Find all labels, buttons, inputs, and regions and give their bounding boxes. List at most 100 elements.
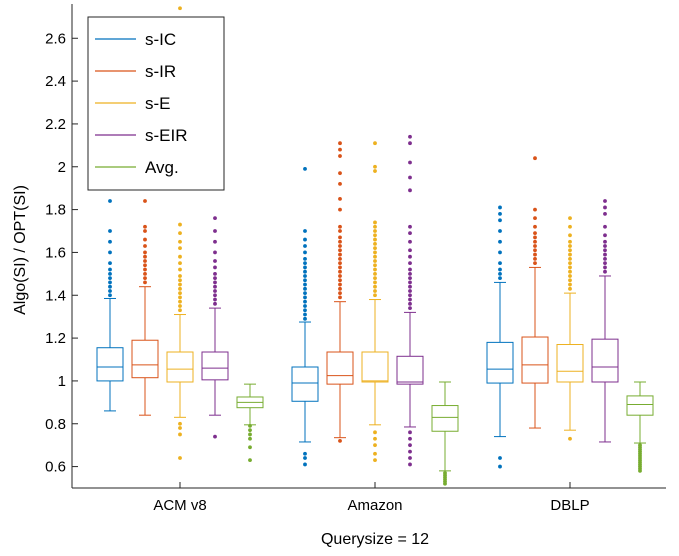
outlier-point [108, 199, 112, 203]
legend-label: s-IR [145, 62, 176, 81]
outlier-point [143, 267, 147, 272]
outlier-point [143, 254, 147, 259]
outlier-point [498, 205, 502, 210]
outlier-point [533, 256, 537, 261]
outlier-point [533, 261, 537, 266]
outlier-point [178, 456, 182, 460]
outlier-point [248, 445, 252, 450]
outlier-point [213, 216, 217, 221]
outlier-point [408, 254, 412, 259]
outlier-point [338, 244, 342, 248]
outlier-point [603, 211, 607, 216]
outlier-point [443, 471, 447, 475]
outlier-point [533, 224, 537, 229]
x-tick-label: DBLP [550, 497, 589, 514]
outlier-point [408, 293, 412, 298]
outlier-point [303, 269, 307, 274]
outlier-point [408, 134, 412, 139]
box-avg-0 [236, 383, 264, 463]
y-tick-label: 1.6 [45, 244, 66, 261]
x-tick-label: ACM v8 [153, 497, 206, 514]
iqr-box [431, 405, 459, 432]
outlier-point [178, 274, 182, 278]
outlier-point [373, 229, 377, 233]
outlier-point [408, 449, 412, 454]
outlier-point [533, 239, 537, 244]
outlier-point [178, 254, 182, 259]
outlier-point [338, 269, 342, 274]
outlier-point [498, 229, 502, 233]
outlier-point [178, 282, 182, 287]
outlier-point [213, 239, 217, 244]
outlier-point [303, 278, 307, 283]
outlier-point [303, 274, 307, 278]
outlier-point [178, 432, 182, 437]
outlier-point [338, 286, 342, 291]
outlier-point [638, 443, 642, 448]
legend-label: Avg. [145, 158, 179, 177]
outlier-point [533, 235, 537, 240]
outlier-point [338, 147, 342, 152]
outlier-point [143, 224, 147, 229]
iqr-box [361, 351, 389, 383]
outlier-point [373, 164, 377, 169]
outlier-point [373, 220, 377, 225]
outlier-point [248, 428, 252, 433]
outlier-point [213, 434, 217, 439]
outlier-point [373, 271, 377, 276]
outlier-point [408, 430, 412, 435]
outlier-point [373, 293, 377, 298]
outlier-point [143, 229, 147, 233]
outlier-point [248, 458, 252, 463]
outlier-point [178, 308, 182, 313]
outlier-point [373, 141, 377, 146]
outlier-point [373, 458, 377, 463]
outlier-point [108, 250, 112, 255]
outlier-point [213, 284, 217, 289]
outlier-point [568, 248, 572, 253]
outlier-point [338, 252, 342, 257]
outlier-point [303, 291, 307, 296]
outlier-point [338, 282, 342, 287]
outlier-point [373, 267, 377, 272]
outlier-point [178, 304, 182, 308]
outlier-point [213, 297, 217, 302]
outlier-point [603, 244, 607, 248]
outlier-point [373, 241, 377, 246]
outlier-point [568, 261, 572, 266]
outlier-point [303, 167, 307, 171]
y-tick-label: 2.4 [45, 73, 66, 90]
outlier-point [408, 280, 412, 285]
outlier-point [143, 244, 147, 248]
outlier-point [533, 156, 537, 161]
outlier-point [303, 261, 307, 266]
box-se-2 [556, 216, 584, 441]
outlier-point [373, 250, 377, 255]
outlier-point [533, 252, 537, 257]
outlier-point [143, 250, 147, 255]
outlier-point [108, 276, 112, 281]
outlier-point [303, 244, 307, 248]
outlier-point [213, 276, 217, 281]
outlier-point [498, 271, 502, 276]
outlier-point [303, 462, 307, 467]
outlier-point [338, 235, 342, 240]
outlier-point [373, 289, 377, 293]
y-tick-label: 0.6 [45, 459, 66, 476]
legend-label: s-E [145, 94, 171, 113]
outlier-point [213, 301, 217, 306]
outlier-point [213, 280, 217, 285]
outlier-point [303, 456, 307, 460]
x-axis-label: Querysize = 12 [321, 531, 429, 548]
outlier-point [373, 224, 377, 229]
outlier-point [373, 451, 377, 456]
outlier-point [603, 269, 607, 274]
outlier-point [338, 261, 342, 266]
outlier-point [498, 276, 502, 281]
outlier-point [178, 421, 182, 426]
outlier-point [568, 274, 572, 278]
box-sic-2 [486, 205, 514, 469]
outlier-point [303, 304, 307, 308]
outlier-point [373, 276, 377, 281]
